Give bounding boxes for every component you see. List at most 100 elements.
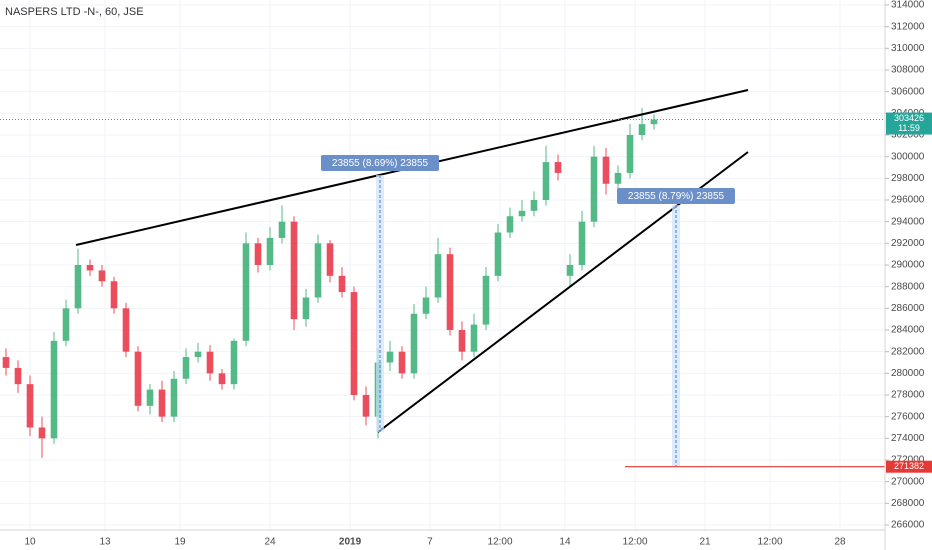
candle-body [74,265,82,309]
x-tick-label: 12:00 [623,537,648,548]
measure-label: 23855 (8.79%) 23855 [628,191,725,202]
x-tick-label: 19 [174,537,186,548]
y-tick-label: 282000 [891,346,925,357]
last-price-box [886,112,932,135]
y-tick-label: 302000 [891,130,925,141]
candle-body [626,135,634,173]
candle-body [278,221,286,238]
candle-body [554,162,562,173]
y-tick-label: 300000 [891,151,925,162]
candle-body [578,221,586,265]
candle-body [386,351,394,363]
candle-body [350,292,358,395]
y-tick-label: 266000 [891,520,925,531]
candle-body [530,200,538,211]
last-price-label: 303426 [894,113,924,123]
candle-body [146,389,154,406]
x-tick-label: 7 [427,537,433,548]
candle-body [314,243,322,298]
target-price-label: 271382 [894,461,924,471]
measure-range [376,175,384,432]
candle-body [410,313,418,374]
measure-label-box [321,155,439,171]
candle-body [290,221,298,320]
candle-body [230,340,238,385]
target-price-box [886,460,932,473]
x-tick-label: 21 [699,537,711,548]
candle-body [50,340,58,439]
x-tick-label: 24 [264,537,276,548]
candle-body [14,367,22,385]
candles [2,107,658,458]
y-tick-label: 298000 [891,173,925,184]
candle-body [506,216,514,233]
candle-body [170,378,178,417]
candle-body [242,243,250,341]
candle-body [638,124,646,136]
countdown-label: 11:59 [898,123,920,133]
candle-body [650,119,658,125]
candle-body [566,265,574,276]
candle-body [590,156,598,222]
y-tick-label: 274000 [891,433,925,444]
candle-body [338,275,346,293]
candle-body [194,351,202,358]
candle-body [614,172,622,184]
x-tick-label: 14 [559,537,571,548]
y-tick-label: 288000 [891,281,925,292]
candle-body [458,329,466,352]
y-tick-label: 268000 [891,498,925,509]
x-tick-label: 2019 [339,537,362,548]
candle-body [470,324,478,352]
y-tick-label: 314000 [891,0,925,11]
candle-body [302,297,310,320]
candle-body [398,351,406,374]
candle-body [134,351,142,406]
y-tick-label: 280000 [891,368,925,379]
candle-body [26,384,34,428]
candle-body [86,265,94,271]
candle-body [38,427,46,439]
candle-body [326,243,334,276]
candle-body [206,351,214,374]
y-tick-label: 308000 [891,65,925,76]
y-tick-label: 286000 [891,303,925,314]
candle-body [482,275,490,325]
x-tick-label: 12:00 [758,537,783,548]
y-tick-label: 272000 [891,455,925,466]
y-tick-label: 278000 [891,390,925,401]
y-tick-label: 306000 [891,86,925,97]
y-tick-label: 312000 [891,21,925,32]
candle-body [266,237,274,265]
y-tick-label: 276000 [891,411,925,422]
candle-body [446,254,454,330]
candle-body [362,394,370,417]
x-tick-label: 28 [834,537,846,548]
x-tick-label: 13 [99,537,111,548]
y-tick-label: 292000 [891,238,925,249]
grid [0,0,885,530]
overlay [0,119,885,468]
x-tick-label: 10 [24,537,36,548]
candle-body [518,210,526,217]
candle-body [218,373,226,385]
candle-body [602,156,610,184]
candle-body [542,162,550,201]
candle-body [62,308,70,341]
y-tick-label: 284000 [891,325,925,336]
candle-body [422,297,430,314]
x-tick-label: 12:00 [488,537,513,548]
candle-body [182,357,190,379]
measure-label: 23855 (8.69%) 23855 [332,158,429,169]
candle-body [254,243,262,265]
candle-body [110,281,118,309]
y-tick-label: 296000 [891,195,925,206]
candle-body [2,357,10,368]
y-tick-label: 270000 [891,476,925,487]
candle-body [98,270,106,282]
y-tick-label: 310000 [891,43,925,54]
candle-body [434,254,442,298]
candle-body [122,308,130,352]
